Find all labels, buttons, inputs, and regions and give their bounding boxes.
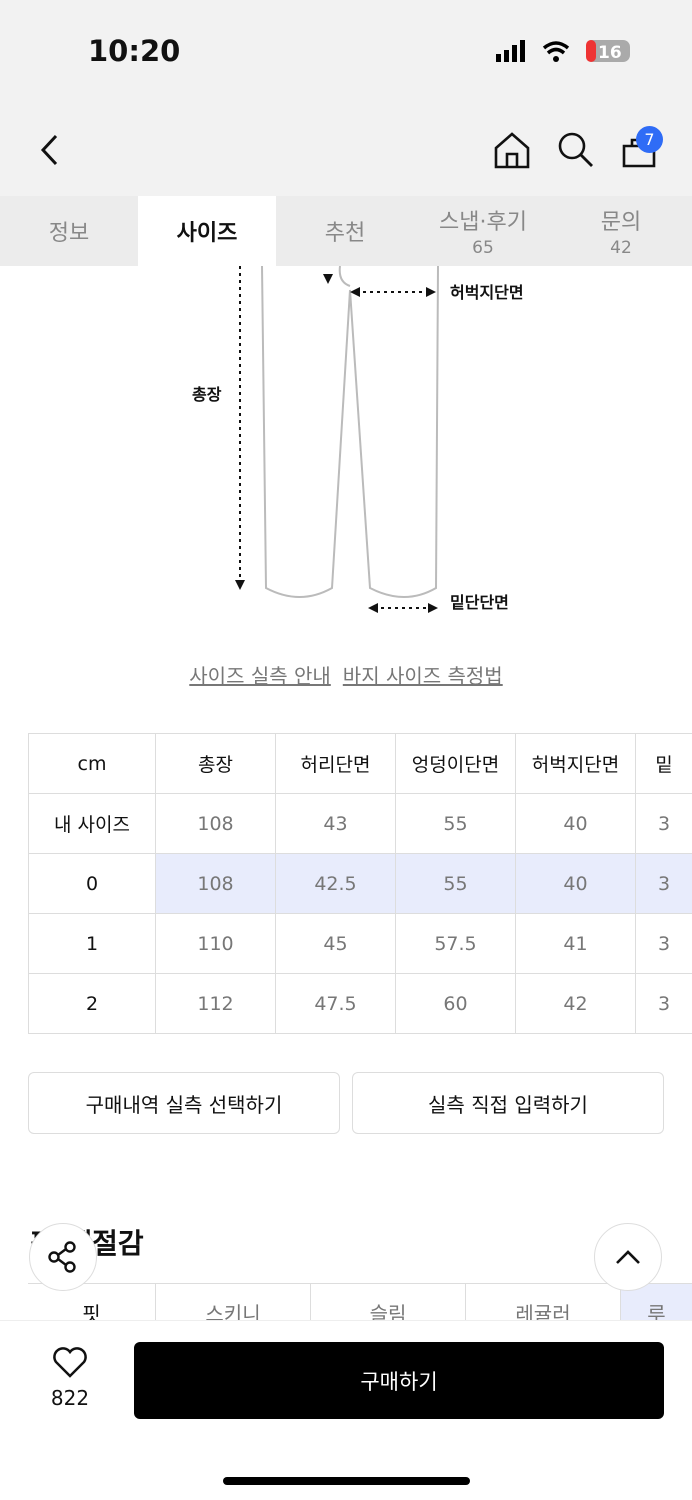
tab-recommend[interactable]: 추천 — [276, 196, 414, 266]
tab-info[interactable]: 정보 — [0, 196, 138, 266]
column-header: 총장 — [155, 733, 276, 794]
manual-input-button[interactable]: 실측 직접 입력하기 — [352, 1072, 664, 1134]
size-guide-link[interactable]: 사이즈 실측 안내 — [189, 664, 331, 688]
tab-size[interactable]: 사이즈 — [138, 196, 276, 266]
table-row[interactable]: 2 112 47.5 60 42 3 — [28, 973, 692, 1034]
table-cell: 40 — [515, 793, 636, 854]
column-header: cm — [28, 733, 156, 794]
table-cell: 3 — [635, 793, 692, 854]
label-hem: 밑단단면 — [450, 593, 509, 612]
table-cell: 40 — [515, 853, 636, 914]
fit-option: 루 — [620, 1284, 692, 1326]
column-header: 허벅지단면 — [515, 733, 636, 794]
fit-option: 슬림 — [310, 1284, 465, 1326]
tab-label: 문의 — [600, 210, 642, 235]
share-button[interactable] — [29, 1223, 97, 1291]
battery-level: 16 — [598, 43, 622, 63]
fit-row: 핏 스키니 슬림 레귤러 루 — [28, 1283, 692, 1326]
column-header: 밑 — [635, 733, 692, 794]
table-cell: 108 — [155, 853, 276, 914]
table-cell: 112 — [155, 973, 276, 1034]
fit-option: 스키니 — [155, 1284, 310, 1326]
search-icon[interactable] — [556, 130, 596, 170]
table-cell: 47.5 — [275, 973, 396, 1034]
heart-icon[interactable] — [52, 1346, 88, 1378]
tab-qna[interactable]: 문의 42 — [552, 196, 690, 266]
table-cell: 108 — [155, 793, 276, 854]
share-icon — [48, 1241, 76, 1273]
tab-reviews[interactable]: 스냅·후기 65 — [414, 196, 552, 266]
table-cell: 3 — [635, 853, 692, 914]
top-bar — [0, 0, 692, 196]
table-cell: 45 — [275, 913, 396, 974]
table-cell: 42 — [515, 973, 636, 1034]
like-count: 822 — [50, 1386, 90, 1410]
tab-bar: 정보 사이즈 추천 스냅·후기 65 문의 42 — [0, 196, 692, 266]
cart-badge: 7 — [636, 126, 663, 153]
chevron-up-icon — [616, 1250, 640, 1264]
tab-label: 사이즈 — [176, 221, 238, 246]
table-cell: 42.5 — [275, 853, 396, 914]
scroll-top-button[interactable] — [594, 1223, 662, 1291]
status-time: 10:20 — [88, 34, 181, 68]
size-table: cm 총장 허리단면 엉덩이단면 허벅지단면 밑 내 사이즈 108 43 55 40 3 0 108 42… — [28, 733, 692, 1034]
size-links: 사이즈 실측 안내 바지 사이즈 측정법 — [0, 660, 692, 689]
table-cell: 43 — [275, 793, 396, 854]
tab-label: 스냅·후기 — [439, 210, 527, 235]
fit-option: 레귤러 — [465, 1284, 620, 1326]
pants-size-diagram: 허벅지단면 총장 밑단단면 — [192, 266, 524, 613]
back-icon[interactable] — [38, 132, 62, 168]
tab-label: 정보 — [48, 221, 90, 246]
table-cell: 60 — [395, 973, 516, 1034]
row-label: 1 — [28, 913, 156, 974]
table-row[interactable]: 0 108 42.5 55 40 3 — [28, 853, 692, 914]
table-cell: 3 — [635, 913, 692, 974]
table-row[interactable]: 1 110 45 57.5 41 3 — [28, 913, 692, 974]
status-icons: 16 — [496, 40, 630, 63]
row-label: 0 — [28, 853, 156, 914]
tab-label: 추천 — [324, 221, 366, 246]
label-thigh: 허벅지단면 — [450, 283, 524, 302]
tab-count: 65 — [472, 238, 494, 258]
label-length: 총장 — [192, 385, 222, 404]
home-icon[interactable] — [492, 130, 532, 170]
home-indicator — [223, 1477, 470, 1485]
table-cell: 3 — [635, 973, 692, 1034]
table-cell: 57.5 — [395, 913, 516, 974]
history-select-button[interactable]: 구매내역 실측 선택하기 — [28, 1072, 340, 1134]
row-label: 2 — [28, 973, 156, 1034]
column-header: 허리단면 — [275, 733, 396, 794]
column-header: 엉덩이단면 — [395, 733, 516, 794]
table-cell: 110 — [155, 913, 276, 974]
tab-count: 42 — [610, 238, 632, 258]
table-cell: 55 — [395, 853, 516, 914]
measure-guide-link[interactable]: 바지 사이즈 측정법 — [342, 664, 503, 688]
table-header-row: cm 총장 허리단면 엉덩이단면 허벅지단면 밑 — [28, 733, 692, 794]
fit-row-label: 핏 — [82, 1302, 101, 1326]
table-row[interactable]: 내 사이즈 108 43 55 40 3 — [28, 793, 692, 854]
row-label: 내 사이즈 — [28, 793, 156, 854]
table-cell: 55 — [395, 793, 516, 854]
buy-button[interactable]: 구매하기 — [134, 1342, 664, 1419]
table-cell: 41 — [515, 913, 636, 974]
